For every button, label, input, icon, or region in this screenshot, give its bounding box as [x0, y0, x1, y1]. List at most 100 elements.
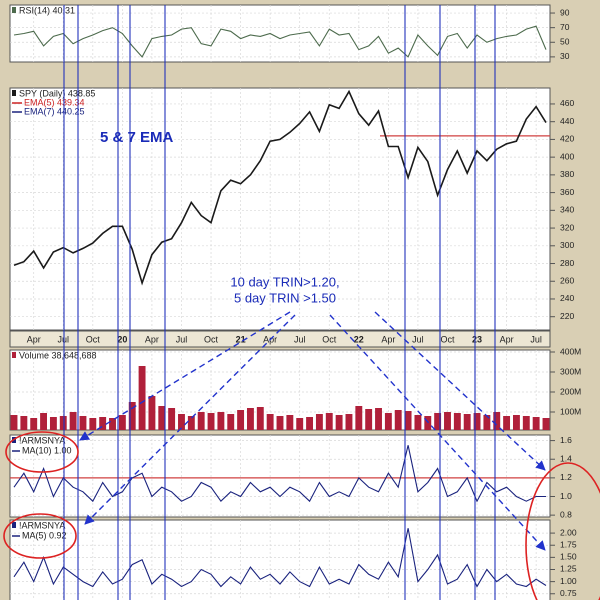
- bar: [138, 366, 146, 430]
- bar: [512, 415, 520, 430]
- series-line: [13, 25, 547, 58]
- arrow: [329, 314, 546, 551]
- y-tick-label: 300M: [560, 366, 581, 376]
- panel-title: RSI(14) 40.31: [19, 5, 75, 15]
- bar: [384, 413, 392, 430]
- x-tick-label: Apr: [381, 334, 395, 344]
- y-tick-label: 220: [560, 311, 574, 321]
- title-box: [12, 352, 16, 358]
- bar: [148, 396, 156, 430]
- bar: [306, 417, 314, 430]
- panel-subtitle: MA(10) 1.00: [22, 445, 72, 455]
- bar: [394, 410, 402, 430]
- x-tick-label: Oct: [440, 334, 455, 344]
- y-tick-label: 0.8: [560, 509, 572, 519]
- arrow: [79, 311, 291, 441]
- title-box: [12, 522, 16, 528]
- signal-lines: [63, 5, 496, 600]
- bar: [49, 417, 57, 430]
- y-tick-label: 320: [560, 222, 574, 232]
- x-tick-label: Oct: [86, 334, 101, 344]
- trin-annotation: 10 day TRIN>1.20,: [230, 274, 339, 289]
- y-tick-label: 260: [560, 275, 574, 285]
- ellipse: [5, 431, 79, 473]
- bar: [79, 416, 87, 430]
- x-tick-label: Apr: [500, 334, 514, 344]
- y-tick-label: 340: [560, 205, 574, 215]
- bar: [542, 418, 550, 430]
- bar: [276, 416, 284, 430]
- bar: [168, 408, 176, 430]
- price-panel: [9, 87, 551, 331]
- y-tick-label: 1.25: [560, 564, 577, 574]
- bar: [335, 415, 343, 430]
- bar: [158, 406, 166, 430]
- bar: [30, 418, 38, 430]
- y-tick-label: 70: [560, 22, 570, 32]
- bar: [10, 415, 18, 430]
- x-tick-label: Jul: [176, 334, 188, 344]
- panel-subtitle: MA(5) 0.92: [22, 530, 67, 540]
- y-tick-label: 1.6: [560, 435, 572, 445]
- x-tick-label: Jul: [412, 334, 424, 344]
- x-tick-label: Oct: [322, 334, 337, 344]
- x-tick-label: Apr: [27, 334, 41, 344]
- bar: [493, 412, 501, 430]
- bar: [483, 415, 491, 430]
- legend-label: EMA(7) 440.25: [24, 106, 85, 116]
- bar: [109, 418, 116, 430]
- y-tick-label: 2.00: [560, 527, 577, 537]
- bar: [256, 407, 264, 430]
- arrows: [79, 311, 546, 551]
- y-tick-label: 440: [560, 116, 574, 126]
- x-tick-label: 22: [354, 334, 364, 344]
- ellipse: [525, 462, 600, 600]
- panel-title: !ARMSNYA: [19, 520, 65, 530]
- x-tick-label: Apr: [145, 334, 159, 344]
- trin5-panel: [9, 519, 551, 600]
- y-tick-label: 460: [560, 98, 574, 108]
- bar: [207, 413, 215, 430]
- annotation-layer: 5 & 7 EMA 10 day TRIN>1.20, 5 day TRIN >…: [3, 5, 600, 600]
- bar: [20, 416, 28, 430]
- bar: [522, 416, 530, 430]
- trin10-panel: [9, 434, 551, 518]
- y-tick-label: 90: [560, 7, 570, 17]
- x-tick-label: 21: [236, 334, 246, 344]
- panel-title: Volume 38,648,688: [19, 350, 97, 360]
- bar: [434, 413, 442, 430]
- y-tick-label: 380: [560, 169, 574, 179]
- bar: [325, 413, 333, 430]
- bar: [69, 412, 77, 430]
- bar: [40, 413, 48, 430]
- bar: [404, 411, 412, 430]
- x-tick-label: Jul: [58, 334, 70, 344]
- y-tick-label: 50: [560, 37, 570, 47]
- bar: [424, 416, 432, 430]
- bar: [503, 416, 511, 430]
- rsi-panel: [9, 4, 551, 63]
- bar: [532, 417, 540, 430]
- y-tick-label: 1.0: [560, 491, 572, 501]
- panel-title: SPY (Daily) 438.85: [19, 88, 95, 98]
- bar: [286, 415, 294, 430]
- y-tick-label: 1.00: [560, 576, 577, 586]
- bar: [118, 415, 126, 430]
- bar: [365, 409, 373, 430]
- y-tick-label: 400M: [560, 346, 581, 356]
- bar: [345, 414, 353, 430]
- bar: [246, 408, 254, 430]
- bar: [444, 412, 451, 430]
- bar: [237, 410, 245, 430]
- y-tick-label: 30: [560, 51, 570, 61]
- bar: [99, 417, 107, 430]
- series-line: [13, 89, 547, 286]
- y-tick-label: 100M: [560, 406, 581, 416]
- y-tick-label: 360: [560, 187, 574, 197]
- title-box: [12, 7, 16, 13]
- x-tick-label: Oct: [204, 334, 219, 344]
- bar: [89, 418, 97, 430]
- bar: [355, 406, 363, 430]
- y-tick-label: 300: [560, 240, 574, 250]
